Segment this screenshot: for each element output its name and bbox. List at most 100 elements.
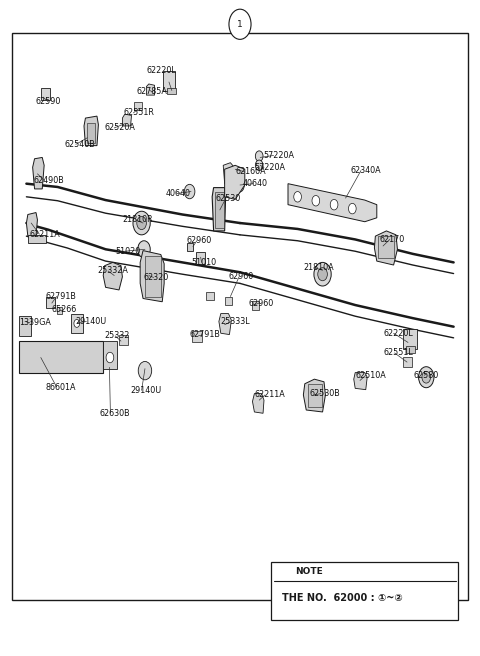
Polygon shape [374,231,397,265]
Text: 25332A: 25332A [97,266,128,276]
Polygon shape [103,262,122,290]
Circle shape [255,160,263,171]
Text: 21810R: 21810R [122,215,153,224]
Bar [103,341,117,369]
Bar [163,71,175,91]
Bar [271,562,458,620]
Circle shape [184,184,195,199]
Bar [46,297,55,308]
Polygon shape [225,165,245,199]
Bar [403,357,412,367]
Bar [19,341,103,373]
Polygon shape [146,84,155,95]
Text: 57220A: 57220A [263,151,294,160]
Bar [206,292,214,300]
Text: 62791B: 62791B [46,292,76,301]
Text: 62630B: 62630B [100,409,131,418]
Text: 62211A: 62211A [30,230,60,239]
Text: 40640: 40640 [166,189,191,198]
Text: 40640: 40640 [243,179,268,188]
Text: 62340A: 62340A [350,166,381,175]
Text: 62220L: 62220L [146,66,176,75]
Text: 51020: 51020 [115,247,141,256]
Text: 51010: 51010 [191,258,216,267]
Bar [145,256,161,297]
Text: 62160A: 62160A [235,167,266,176]
Bar [308,384,322,407]
Text: 62590: 62590 [36,97,61,106]
Text: 62490B: 62490B [34,176,64,185]
Polygon shape [288,184,377,222]
Polygon shape [26,213,37,236]
Bar [28,235,46,243]
Text: 21810A: 21810A [303,263,334,272]
Polygon shape [140,251,164,302]
Text: 57220A: 57220A [254,163,286,172]
Text: 1339GA: 1339GA [19,318,51,327]
Text: NOTE: NOTE [295,567,323,577]
Bar [192,331,202,342]
Text: THE NO.  62000 : ①~②: THE NO. 62000 : ①~② [282,593,402,603]
Bar [167,88,176,94]
Polygon shape [354,373,367,390]
Bar [19,316,31,336]
Text: 62960: 62960 [228,272,254,281]
Text: 25332: 25332 [105,331,130,340]
Polygon shape [219,314,231,335]
Text: 62211A: 62211A [254,390,285,400]
Text: 62580: 62580 [414,371,439,380]
Bar [252,301,259,310]
Text: 29140U: 29140U [131,386,162,395]
Bar [41,88,50,100]
Circle shape [137,216,146,230]
Text: 29140U: 29140U [76,317,107,326]
Text: 62551L: 62551L [384,348,414,358]
Text: 62785A: 62785A [137,87,168,96]
Text: 62530B: 62530B [310,389,340,398]
Text: 62960: 62960 [186,236,212,245]
Bar [406,346,415,353]
Text: 25333L: 25333L [221,317,251,326]
Polygon shape [122,114,132,126]
Circle shape [74,319,80,327]
Bar [12,33,468,600]
Text: 62530: 62530 [216,194,241,203]
Bar [134,102,142,110]
Text: 62170: 62170 [379,235,405,244]
Circle shape [330,199,338,210]
Circle shape [318,268,327,281]
Bar [57,307,62,314]
Circle shape [255,151,263,161]
Text: 62540B: 62540B [65,140,96,149]
Polygon shape [223,163,234,185]
Bar [378,236,394,258]
Bar [403,329,417,349]
Text: 62551R: 62551R [124,108,155,117]
Polygon shape [252,394,264,413]
Circle shape [106,352,114,363]
Circle shape [348,203,356,214]
Text: 62220L: 62220L [383,329,413,338]
Bar [187,243,193,251]
Circle shape [294,192,301,202]
Bar [215,192,224,228]
Circle shape [133,211,150,235]
Circle shape [314,262,331,286]
Polygon shape [212,188,226,231]
Text: 62960: 62960 [249,298,274,308]
Polygon shape [33,157,44,189]
Text: 62510A: 62510A [355,371,386,380]
Text: 86601A: 86601A [46,382,76,392]
Bar [196,252,205,264]
Circle shape [138,241,150,258]
Bar [71,314,83,333]
Text: 1: 1 [237,20,243,29]
Bar [225,297,232,305]
Polygon shape [84,116,98,146]
Bar [119,335,128,345]
Circle shape [234,178,244,192]
Circle shape [419,367,434,388]
Text: 62520A: 62520A [105,123,135,133]
Circle shape [229,9,251,39]
Circle shape [138,361,152,380]
